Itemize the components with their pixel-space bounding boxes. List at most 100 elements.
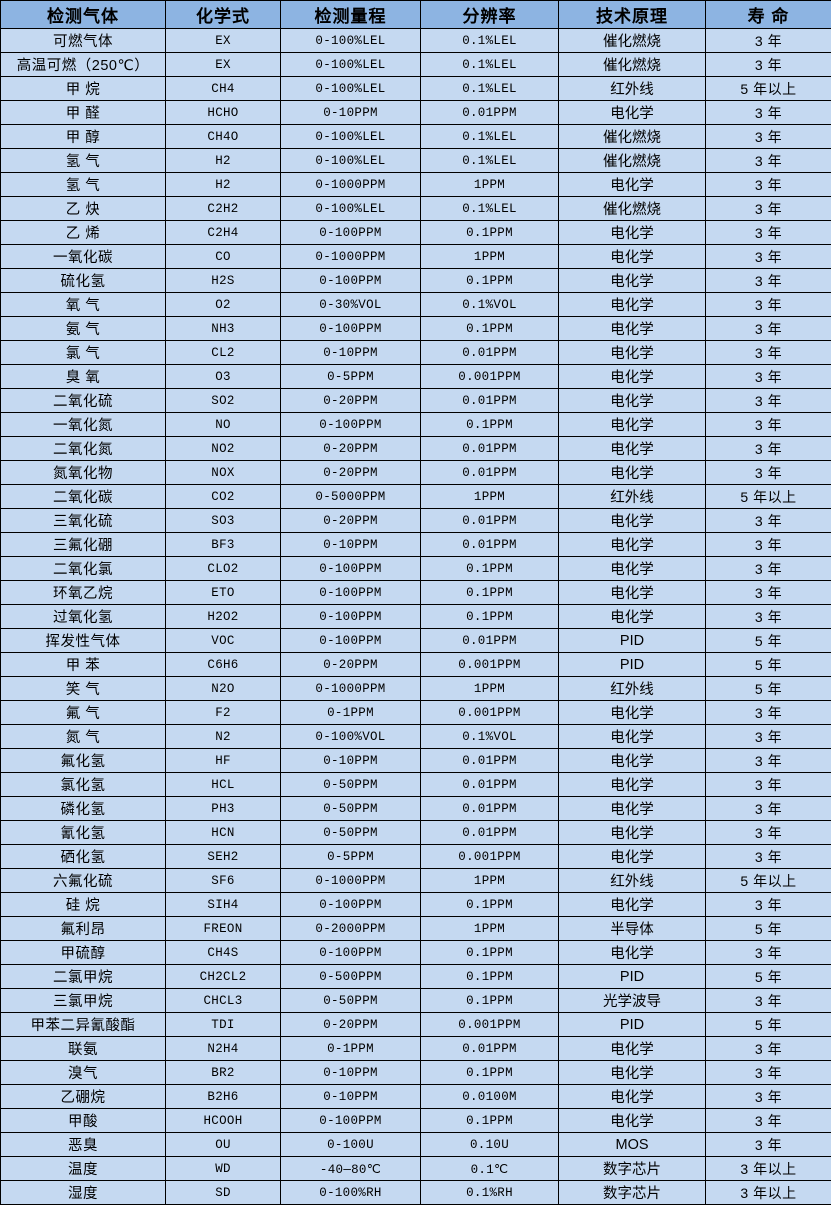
cell-tech: 半导体 <box>559 917 706 941</box>
cell-formula: O3 <box>166 365 281 389</box>
cell-resolution: 1PPM <box>421 173 559 197</box>
cell-range: 0-100%LEL <box>281 197 421 221</box>
cell-formula: SEH2 <box>166 845 281 869</box>
cell-resolution: 0.1%RH <box>421 1181 559 1205</box>
cell-life: 3 年 <box>706 773 831 797</box>
cell-tech: 电化学 <box>559 173 706 197</box>
cell-gas: 一氧化碳 <box>1 245 166 269</box>
cell-resolution: 1PPM <box>421 245 559 269</box>
cell-resolution: 0.01PPM <box>421 773 559 797</box>
cell-formula: H2 <box>166 173 281 197</box>
cell-resolution: 1PPM <box>421 485 559 509</box>
cell-life: 5 年 <box>706 917 831 941</box>
cell-life: 3 年以上 <box>706 1181 831 1205</box>
cell-formula: NO <box>166 413 281 437</box>
cell-resolution: 0.01PPM <box>421 629 559 653</box>
cell-resolution: 0.1%LEL <box>421 197 559 221</box>
cell-range: 0-10PPM <box>281 1085 421 1109</box>
cell-formula: TDI <box>166 1013 281 1037</box>
cell-range: 0-10PPM <box>281 533 421 557</box>
cell-gas: 温度 <box>1 1157 166 1181</box>
column-header-gas: 检测气体 <box>1 1 166 29</box>
cell-gas: 甲硫醇 <box>1 941 166 965</box>
cell-formula: H2S <box>166 269 281 293</box>
cell-life: 3 年 <box>706 389 831 413</box>
cell-gas: 甲苯二异氰酸酯 <box>1 1013 166 1037</box>
cell-tech: 催化燃烧 <box>559 149 706 173</box>
cell-life: 3 年 <box>706 437 831 461</box>
cell-resolution: 0.1PPM <box>421 581 559 605</box>
cell-range: 0-100PPM <box>281 941 421 965</box>
cell-range: 0-50PPM <box>281 821 421 845</box>
cell-formula: SO3 <box>166 509 281 533</box>
cell-formula: HCN <box>166 821 281 845</box>
cell-range: 0-100PPM <box>281 557 421 581</box>
cell-resolution: 0.001PPM <box>421 365 559 389</box>
column-header-resolution: 分辨率 <box>421 1 559 29</box>
cell-formula: N2 <box>166 725 281 749</box>
cell-range: 0-100%LEL <box>281 125 421 149</box>
cell-formula: SIH4 <box>166 893 281 917</box>
cell-range: 0-1PPM <box>281 701 421 725</box>
cell-life: 3 年 <box>706 1037 831 1061</box>
cell-gas: 溴气 <box>1 1061 166 1085</box>
cell-gas: 乙硼烷 <box>1 1085 166 1109</box>
cell-formula: SO2 <box>166 389 281 413</box>
cell-formula: CH4 <box>166 77 281 101</box>
cell-tech: 电化学 <box>559 701 706 725</box>
cell-formula: BR2 <box>166 1061 281 1085</box>
table-header-row: 检测气体 化学式 检测量程 分辨率 技术原理 寿 命 <box>1 1 831 29</box>
cell-formula: HCL <box>166 773 281 797</box>
cell-gas: 过氧化氢 <box>1 605 166 629</box>
cell-range: 0-100%LEL <box>281 53 421 77</box>
cell-life: 3 年 <box>706 893 831 917</box>
cell-gas: 氨 气 <box>1 317 166 341</box>
cell-resolution: 1PPM <box>421 677 559 701</box>
cell-formula: NO2 <box>166 437 281 461</box>
cell-tech: 电化学 <box>559 725 706 749</box>
cell-gas: 湿度 <box>1 1181 166 1205</box>
cell-gas: 一氧化氮 <box>1 413 166 437</box>
cell-life: 3 年 <box>706 125 831 149</box>
cell-life: 3 年 <box>706 1109 831 1133</box>
cell-tech: 红外线 <box>559 677 706 701</box>
cell-life: 3 年 <box>706 557 831 581</box>
cell-tech: PID <box>559 629 706 653</box>
cell-tech: 电化学 <box>559 365 706 389</box>
cell-resolution: 0.001PPM <box>421 1013 559 1037</box>
cell-life: 5 年 <box>706 629 831 653</box>
table-header: 检测气体 化学式 检测量程 分辨率 技术原理 寿 命 <box>1 1 831 29</box>
cell-tech: 催化燃烧 <box>559 125 706 149</box>
cell-tech: 红外线 <box>559 77 706 101</box>
cell-gas: 硫化氢 <box>1 269 166 293</box>
cell-gas: 笑 气 <box>1 677 166 701</box>
cell-tech: 数字芯片 <box>559 1181 706 1205</box>
cell-formula: FREON <box>166 917 281 941</box>
cell-gas: 二氧化氯 <box>1 557 166 581</box>
cell-gas: 联氨 <box>1 1037 166 1061</box>
cell-resolution: 0.01PPM <box>421 461 559 485</box>
cell-resolution: 0.10U <box>421 1133 559 1157</box>
cell-formula: CL2 <box>166 341 281 365</box>
cell-resolution: 0.01PPM <box>421 533 559 557</box>
cell-life: 3 年 <box>706 317 831 341</box>
cell-range: 0-100%RH <box>281 1181 421 1205</box>
cell-tech: 数字芯片 <box>559 1157 706 1181</box>
cell-range: 0-20PPM <box>281 389 421 413</box>
